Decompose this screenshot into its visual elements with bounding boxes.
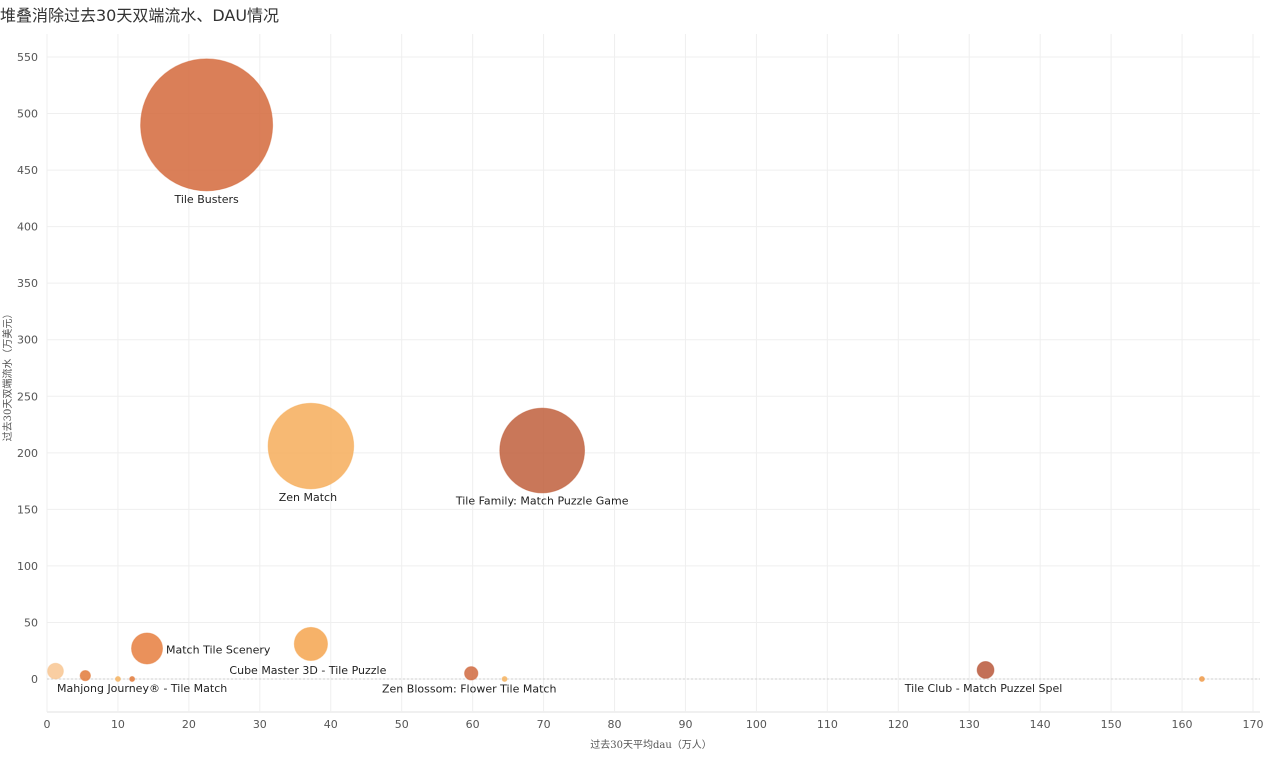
y-axis-ticks: 0 50 100 150 200 250 300 350 400 450 500 550	[17, 51, 38, 686]
point-label: Cube Master 3D - Tile Puzzle	[229, 664, 386, 677]
point-label: Tile Club - Match Puzzel Spel	[904, 682, 1063, 695]
y-tick-label: 400	[17, 221, 38, 234]
x-axis-ticks: 0 10 20 30 40 50 60 70 80 90 100 110 120 130 140 150 160…	[44, 718, 1264, 731]
y-tick-label: 200	[17, 447, 38, 460]
y-axis-label: 过去30天双端流水（万美元）	[1, 309, 14, 442]
y-tick-label: 350	[17, 277, 38, 290]
point-label: Mahjong Journey® - Tile Match	[57, 682, 227, 695]
x-tick-label: 0	[44, 718, 51, 731]
y-tick-label: 100	[17, 560, 38, 573]
bubble[interactable]	[293, 626, 329, 662]
bubble[interactable]	[499, 407, 586, 494]
point-label: Match Tile Scenery	[166, 643, 271, 656]
bubble[interactable]	[1198, 676, 1205, 682]
bubble[interactable]	[129, 676, 136, 682]
bubble[interactable]	[47, 662, 64, 680]
x-tick-label: 70	[537, 718, 551, 731]
x-tick-label: 90	[678, 718, 692, 731]
y-tick-label: 300	[17, 334, 38, 347]
y-tick-label: 150	[17, 503, 38, 516]
x-axis-label: 过去30天平均dau（万人）	[590, 738, 712, 751]
point-label: Tile Busters	[173, 193, 239, 206]
y-tick-label: 250	[17, 390, 38, 403]
x-tick-label: 100	[746, 718, 767, 731]
y-tick-label: 50	[24, 616, 38, 629]
x-tick-label: 170	[1243, 718, 1264, 731]
x-tick-label: 120	[888, 718, 909, 731]
bubble[interactable]	[267, 402, 355, 490]
grid-lines	[46, 34, 1260, 713]
bubble[interactable]	[131, 632, 164, 665]
x-tick-label: 150	[1101, 718, 1122, 731]
x-tick-label: 160	[1172, 718, 1193, 731]
x-tick-label: 110	[817, 718, 838, 731]
point-label: Tile Family: Match Puzzle Game	[455, 495, 629, 508]
bubble[interactable]	[464, 666, 479, 681]
x-tick-label: 40	[324, 718, 338, 731]
x-tick-label: 50	[395, 718, 409, 731]
chart-title: 堆叠消除过去30天双端流水、DAU情况	[0, 6, 280, 25]
x-tick-label: 140	[1030, 718, 1051, 731]
y-tick-label: 550	[17, 51, 38, 64]
y-tick-label: 0	[31, 673, 38, 686]
x-tick-label: 60	[466, 718, 480, 731]
point-label: Zen Blossom: Flower Tile Match	[382, 682, 556, 695]
bubbles	[47, 58, 1205, 682]
y-tick-label: 500	[17, 108, 38, 121]
x-tick-label: 20	[182, 718, 196, 731]
point-labels: Tile Busters Zen Match Tile Family: Match …	[57, 193, 1062, 695]
y-tick-label: 450	[17, 164, 38, 177]
bubble[interactable]	[976, 661, 995, 679]
x-tick-label: 80	[608, 718, 622, 731]
bubble[interactable]	[501, 676, 508, 682]
x-tick-label: 130	[959, 718, 980, 731]
bubble[interactable]	[79, 669, 91, 682]
point-label: Zen Match	[279, 491, 337, 504]
x-tick-label: 30	[253, 718, 267, 731]
x-tick-label: 10	[111, 718, 125, 731]
bubble[interactable]	[114, 676, 121, 682]
bubble[interactable]	[140, 58, 274, 192]
